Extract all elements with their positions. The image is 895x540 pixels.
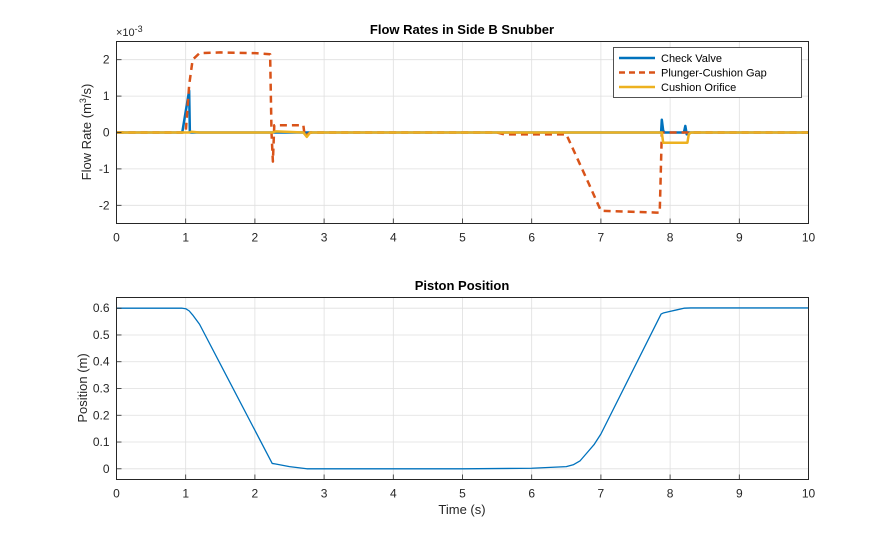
x-tick-label: 3 (321, 231, 328, 245)
x-tick-label: 6 (528, 487, 535, 501)
legend-label-cushion-orifice: Cushion Orifice (661, 82, 736, 94)
x-tick-label: 0 (113, 487, 120, 501)
flow-series-group (116, 51, 809, 214)
series-line-check-valve (116, 89, 809, 136)
flow-y-label-sup: 3 (78, 98, 88, 103)
x-tick-label: 2 (252, 231, 259, 245)
flow-x-ticks: 0 1 2 3 4 5 6 7 8 9 10 (113, 218, 816, 245)
x-tick-label: 1 (182, 231, 189, 245)
flow-exponent-base: ×10 (116, 27, 135, 39)
x-tick-label: 9 (736, 231, 743, 245)
x-tick-label: 7 (598, 487, 605, 501)
position-plot-title: Piston Position (415, 278, 510, 293)
y-tick-label: 0.3 (93, 382, 110, 396)
position-x-axis-label: Time (s) (438, 502, 485, 517)
position-x-ticks: 0 1 2 3 4 5 6 7 8 9 10 (113, 474, 816, 501)
series-line-position (116, 307, 809, 470)
flow-plot-title: Flow Rates in Side B Snubber (370, 22, 554, 37)
x-tick-label: 9 (736, 487, 743, 501)
x-tick-label: 8 (667, 487, 674, 501)
x-tick-label: 10 (802, 231, 816, 245)
piston-position-plot: Piston Position 0 1 2 3 4 5 6 7 8 9 10 0.60.50.40.… (75, 278, 815, 517)
y-tick-label: 0 (103, 462, 110, 476)
flow-exponent-label: ×10-3 (116, 24, 143, 39)
y-tick-label: 0.1 (93, 435, 110, 449)
y-tick-label: 0.2 (93, 408, 110, 422)
flow-y-ticks: 2 1 0 -1 -2 (99, 53, 122, 212)
y-tick-label: 0 (103, 126, 110, 140)
y-tick-label: 0.4 (93, 355, 110, 369)
flow-exponent-power: -3 (135, 24, 143, 34)
series-line-cushion-orifice (116, 130, 809, 144)
x-tick-label: 2 (252, 487, 259, 501)
x-tick-label: 7 (598, 231, 605, 245)
x-tick-label: 5 (459, 487, 466, 501)
x-tick-label: 1 (182, 487, 189, 501)
y-tick-label: 0.6 (93, 301, 110, 315)
x-tick-label: 4 (390, 231, 397, 245)
series-line-plunger-cushion-gap (116, 51, 809, 214)
x-tick-label: 8 (667, 231, 674, 245)
x-tick-label: 3 (321, 487, 328, 501)
x-tick-label: 4 (390, 487, 397, 501)
flow-y-label-tail: /s) (79, 84, 94, 98)
flow-y-axis-label: Flow Rate (m3/s) (78, 84, 94, 181)
x-tick-label: 6 (528, 231, 535, 245)
y-tick-label: -2 (99, 198, 110, 212)
flow-y-label-main: Flow Rate (m (79, 103, 94, 180)
position-y-ticks: 0.6 0.5 0.4 0.3 0.2 0.1 0 (93, 301, 122, 476)
position-grid (116, 297, 809, 480)
y-tick-label: 1 (103, 89, 110, 103)
position-series-group (116, 307, 809, 470)
flow-rates-plot: Flow Rates in Side B Snubber ×10-3 0 1 2 3 4… (78, 22, 815, 245)
position-y-axis-label: Position (m) (75, 353, 90, 422)
x-tick-label: 0 (113, 231, 120, 245)
y-tick-label: 2 (103, 53, 110, 67)
x-tick-label: 5 (459, 231, 466, 245)
x-tick-label: 10 (802, 487, 816, 501)
legend-label-plunger-gap: Plunger-Cushion Gap (661, 68, 767, 80)
y-tick-label: -1 (99, 162, 110, 176)
y-tick-label: 0.5 (93, 328, 110, 342)
legend-label-check-valve: Check Valve (661, 53, 722, 65)
svg-text:×10-3: ×10-3 (116, 24, 143, 39)
flow-legend: Check Valve Plunger-Cushion Gap Cushion … (613, 47, 802, 98)
